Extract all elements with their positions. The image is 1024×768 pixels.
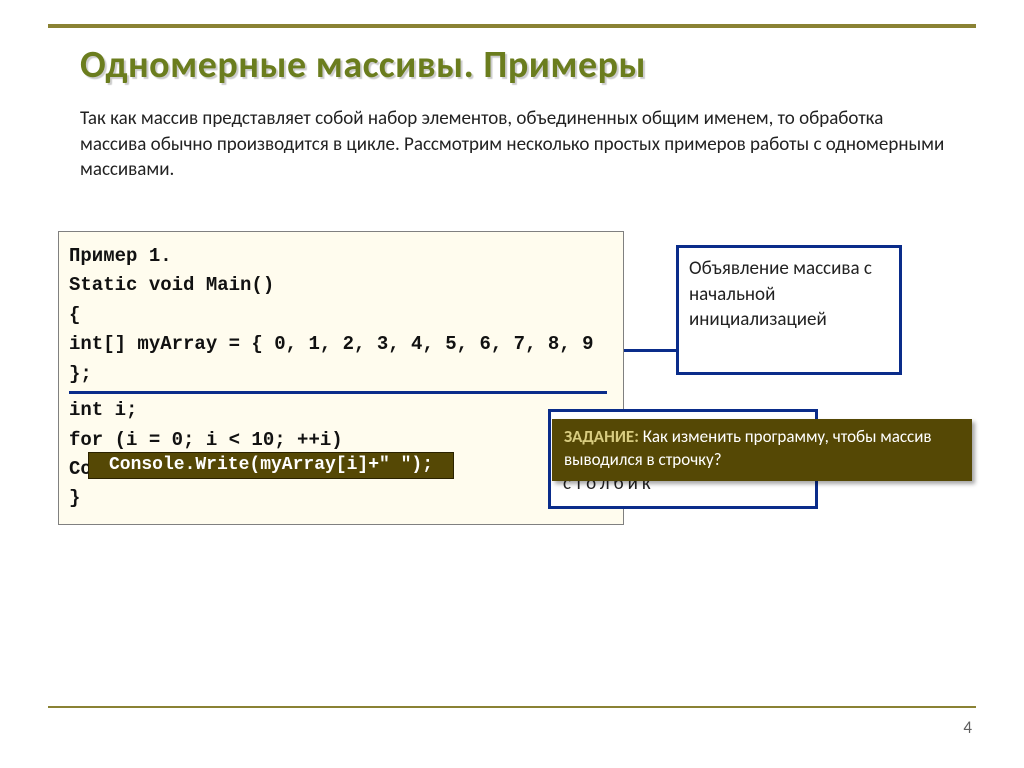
code-example-panel: Пример 1. Static void Main() { int[] myA… bbox=[58, 231, 624, 525]
intro-paragraph: Так как массив представляет собой набор … bbox=[80, 106, 950, 183]
code-line-highlighted: int[] myArray = { 0, 1, 2, 3, 4, 5, 6, 7… bbox=[69, 330, 607, 396]
task-label: ЗАДАНИЕ: bbox=[564, 426, 639, 447]
callout-connector bbox=[624, 349, 679, 352]
slide-title: Одномерные массивы. Примеры bbox=[80, 42, 976, 88]
code-title: Пример 1. bbox=[69, 242, 607, 271]
code-line: int i; bbox=[69, 396, 607, 425]
top-divider bbox=[48, 24, 976, 28]
page-number: 4 bbox=[963, 717, 972, 738]
callout-declaration: Объявление массива с начальной инициализ… bbox=[676, 245, 902, 375]
task-overlay: ЗАДАНИЕ: Как изменить программу, чтобы м… bbox=[552, 419, 972, 481]
content-stage: Пример 1. Static void Main() { int[] myA… bbox=[80, 231, 976, 551]
code-line: { bbox=[69, 301, 607, 330]
code-line: for (i = 0; i < 10; ++i) bbox=[69, 426, 607, 455]
code-line: } bbox=[69, 484, 607, 513]
code-line: Static void Main() bbox=[69, 271, 607, 300]
answer-overlay: Console.Write(myArray[i]+" "); bbox=[88, 452, 454, 479]
bottom-divider bbox=[48, 706, 976, 708]
